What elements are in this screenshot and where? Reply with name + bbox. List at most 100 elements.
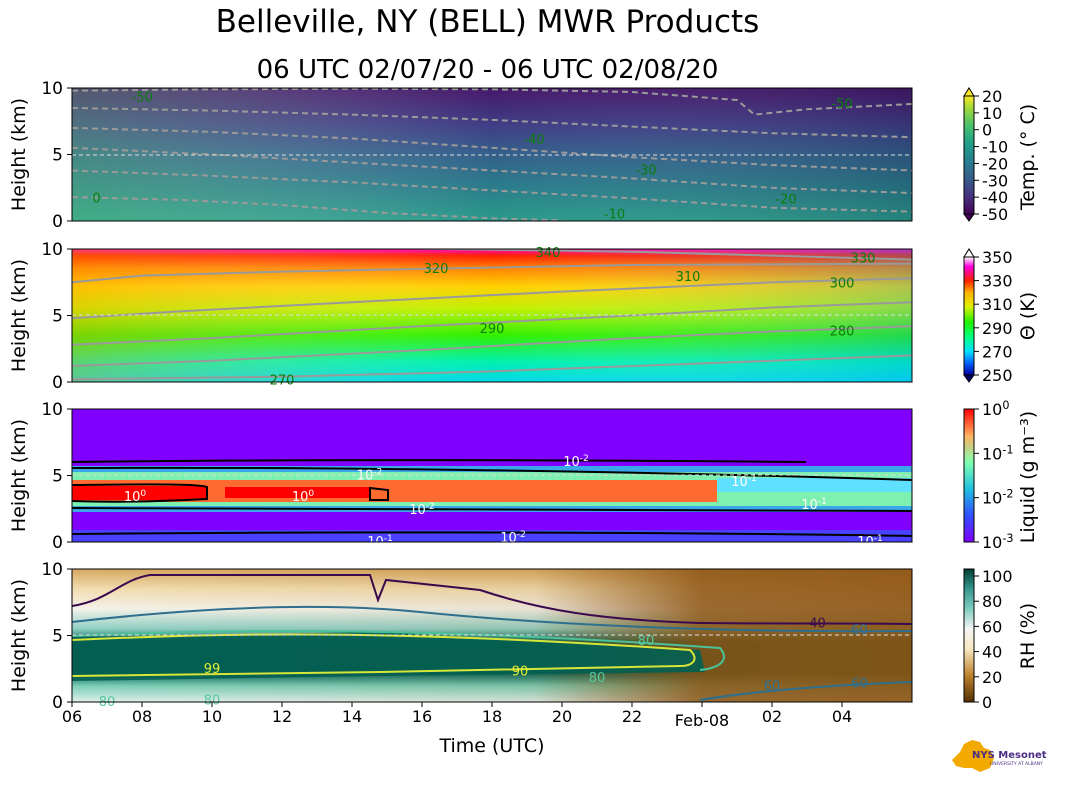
contour-label: 330: [851, 251, 876, 266]
colorbar-tick-label: 10-1: [982, 443, 1014, 464]
contour-line-330: [372, 249, 912, 261]
logo-text: NYS Mesonet: [972, 750, 1047, 761]
y-axis-label: Height (km): [8, 419, 30, 532]
nys-state-shape-icon: [952, 740, 994, 772]
contour-line-290: [72, 325, 912, 367]
y-tick-label: 10: [41, 400, 63, 420]
rh-contour-90: [72, 633, 696, 677]
temperature-contour-labels: -50 -50 -40 -30 -20 -10 0: [92, 90, 852, 222]
x-tick-label: 20: [552, 707, 572, 726]
figure-subtitle: 06 UTC 02/07/20 - 06 UTC 02/08/20: [256, 55, 719, 85]
contour-line-310: [72, 277, 912, 320]
contour-label: 60: [851, 623, 868, 638]
y-tick-label: 5: [52, 307, 63, 327]
contour-label: -50: [131, 90, 152, 105]
figure-title: Belleville, NY (BELL) MWR Products: [215, 4, 760, 40]
contour-label: 290: [480, 322, 505, 337]
colorbar-tick-label: 20: [982, 87, 1002, 106]
logo-subtext: UNIVERSITY AT ALBANY: [990, 761, 1043, 767]
colorbar-rh: [963, 568, 975, 703]
liquid-contour-mid: [72, 466, 912, 481]
contour-label: -10: [604, 207, 625, 222]
colorbar-label: Liquid (g m⁻³): [1017, 411, 1039, 543]
x-tick-label: 06: [62, 707, 82, 726]
colorbar-tick-label: 80: [982, 592, 1002, 611]
x-tick-label: 16: [412, 707, 432, 726]
colorbar-tick-label: 100: [982, 567, 1013, 586]
colorbar-tick-label: 0: [982, 121, 992, 140]
contour-line--40: [72, 107, 912, 139]
theta-contour-labels: 340 330 320 310 300 290 280 270: [270, 246, 876, 389]
colorbar-tick-label: 270: [982, 342, 1013, 361]
reference-lines: [72, 154, 912, 636]
contour-line-320: [72, 262, 912, 284]
colorbar-theta: [963, 248, 975, 383]
y-axis-label: Height (km): [8, 98, 30, 211]
contour-label: -40: [523, 133, 544, 148]
x-axis: 06 08 10 12 14 16 18 20 22 Feb-08 02 04: [62, 702, 852, 730]
y-tick-label: 5: [52, 467, 63, 487]
contour-label: 80: [638, 634, 655, 649]
x-tick-label: 04: [832, 707, 852, 726]
colorbar-tick-label: 10: [982, 104, 1002, 123]
contour-label: 270: [270, 374, 295, 389]
colorbar-label: RH (%): [1017, 603, 1039, 669]
liquid-contours: [72, 459, 912, 537]
x-tick-label: 22: [622, 707, 642, 726]
colorbar-tick-label: 350: [982, 248, 1013, 267]
y-tick-label: 10: [41, 240, 63, 260]
contour-label: 90: [512, 664, 529, 679]
y-axes: 0 5 10 Height (km) 0 5 10 Height (km) 0 5 10 Height…: [8, 79, 72, 713]
y-tick-label: 0: [52, 533, 63, 553]
colorbar-tick-label: 60: [982, 617, 1002, 636]
y-axis-label: Height (km): [8, 579, 30, 692]
contour-label: 280: [830, 325, 855, 340]
y-tick-label: 10: [41, 79, 63, 99]
x-tick-label: 08: [132, 707, 152, 726]
colorbar-tick-label: 10-3: [982, 532, 1014, 553]
contour-label: 60: [851, 676, 868, 691]
liquid-contour-core2: [369, 486, 389, 501]
x-tick-label: 10: [202, 707, 222, 726]
contour-label: -30: [635, 164, 656, 179]
colorbar-tick-label: 0: [982, 693, 992, 712]
colorbar-tick-label: 20: [982, 668, 1002, 687]
panel-liquid-field: [72, 409, 912, 542]
rh-contour-60: [72, 605, 912, 633]
theta-contours: [72, 249, 912, 381]
colorbar-ticks: 20100-10-20-30-40-5035033031029027025010…: [974, 87, 1014, 712]
y-tick-label: 5: [52, 146, 63, 166]
contour-line--30: [72, 126, 912, 172]
liquid-contour-core: [72, 483, 208, 503]
rh-contours: [72, 574, 912, 701]
liquid-contour-sfc: [72, 531, 912, 537]
rh-contour-40: [72, 574, 912, 625]
contour-label: 310: [676, 270, 701, 285]
colorbar-tick-label: 100: [982, 399, 1009, 420]
colorbar-tick-label: -10: [982, 138, 1008, 157]
liquid-contour-upper: [72, 459, 807, 463]
contour-label: 300: [830, 277, 855, 292]
contour-label: 80: [204, 694, 221, 709]
contour-line--50: [72, 88, 912, 116]
contour-line-280: [72, 354, 912, 381]
colorbar-tick-label: 330: [982, 272, 1013, 291]
colorbar-tick-label: -20: [982, 154, 1008, 173]
colorbar-liquid: [963, 408, 975, 543]
contour-label: 80: [589, 671, 606, 686]
contour-line--10: [72, 169, 912, 213]
colorbar-labels: Temp. (° C) Θ (K) Liquid (g m⁻³) RH (%): [1017, 104, 1039, 669]
contour-label: 99: [204, 662, 221, 677]
liquid-contour-lower: [72, 507, 912, 512]
rh-contour-80: [72, 629, 725, 671]
y-axis-label: Height (km): [8, 259, 30, 372]
y-tick-label: 0: [52, 693, 63, 713]
nys-mesonet-logo: NYS Mesonet UNIVERSITY AT ALBANY: [950, 738, 1050, 776]
colorbar-label: Temp. (° C): [1017, 104, 1039, 211]
x-tick-label: 18: [482, 707, 502, 726]
y-tick-label: 0: [52, 212, 63, 232]
x-tick-label: 02: [762, 707, 782, 726]
x-axis-label: Time (UTC): [438, 735, 544, 757]
contour-line-300: [72, 301, 912, 346]
